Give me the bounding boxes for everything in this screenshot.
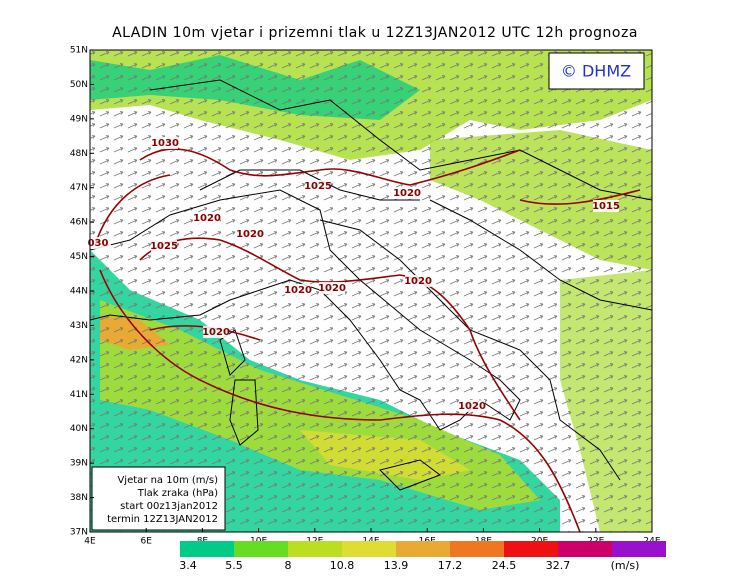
colorbar-label: 8: [285, 559, 292, 572]
colorbar-label: 3.4: [179, 559, 197, 572]
y-tick-label: 41N: [70, 390, 88, 400]
isobar-label: 1020: [393, 188, 421, 199]
colorbar-label: 32.7: [546, 559, 571, 572]
isobar-label-bg: [194, 212, 220, 224]
colorbar-label: 13.9: [384, 559, 409, 572]
isobar-label-bg: [237, 228, 263, 240]
y-tick-label: 37N: [70, 528, 88, 538]
legend-line: start 00z13jan2012: [120, 501, 218, 512]
colorbar-label: 24.5: [492, 559, 517, 572]
isobar-label-bg: [305, 180, 331, 192]
isobar-label: 1025: [150, 241, 178, 252]
isobar-label-bg: [285, 284, 311, 296]
isobar-label: 1025: [304, 181, 332, 192]
colorbar-segment: [342, 541, 396, 557]
colorbar-segment: [450, 541, 504, 557]
colorbar-label: 5.5: [225, 559, 243, 572]
isobar-label: 1020: [404, 276, 432, 287]
colorbar-segment: [396, 541, 450, 557]
y-tick-label: 50N: [70, 80, 88, 90]
isobar-label: 1020: [202, 327, 230, 338]
colorbar-segment: [504, 541, 558, 557]
isobar-label-bg: [151, 240, 177, 252]
isobar-label-bg: [459, 400, 485, 412]
copyright: © DHMZ: [561, 62, 631, 81]
y-tick-label: 48N: [70, 149, 88, 159]
copyright-box: [548, 52, 645, 90]
isobar-label: 1020: [236, 229, 264, 240]
isobar-label-bg: [593, 200, 619, 212]
y-tick-label: 46N: [70, 218, 88, 228]
isobar-label-bg: [319, 282, 345, 294]
isobar-label-bg: [203, 326, 229, 338]
y-tick-label: 38N: [70, 493, 88, 503]
y-tick-label: 43N: [70, 321, 88, 331]
isobar-label: 1020: [284, 285, 312, 296]
colorbar-segment: [234, 541, 288, 557]
colorbar-segment: [180, 541, 234, 557]
x-tick-label: 6E: [140, 537, 152, 547]
colorbar-top: [612, 541, 666, 557]
legend-line: Tlak zraka (hPa): [137, 488, 218, 499]
isobar-label: 1030: [151, 138, 179, 149]
map-title: ALADIN 10m vjetar i prizemni tlak u 12Z1…: [112, 25, 638, 41]
y-tick-label: 45N: [70, 252, 88, 262]
y-tick-label: 49N: [70, 114, 88, 124]
isobar-label: 1020: [458, 401, 486, 412]
x-tick-label: 4E: [84, 537, 96, 547]
legend-line: Vjetar na 10m (m/s): [117, 475, 218, 486]
colorbar-label: 10.8: [330, 559, 355, 572]
y-tick-label: 47N: [70, 183, 88, 193]
isobar-label-bg: [152, 137, 178, 149]
y-tick-label: 51N: [70, 46, 88, 56]
isobar-label: 1015: [592, 201, 620, 212]
isobar-label-bg: [394, 187, 420, 199]
isobar-label-bg: [85, 237, 111, 249]
y-tick-label: 44N: [70, 287, 88, 297]
y-tick-label: 42N: [70, 355, 88, 365]
isobar-label: 1020: [318, 283, 346, 294]
map-area: [89, 50, 653, 533]
colorbar-segment: [558, 541, 612, 557]
colorbar-unit: (m/s): [611, 559, 640, 572]
y-tick-label: 39N: [70, 459, 88, 469]
y-tick-label: 40N: [70, 424, 88, 434]
legend-line: termin 12Z13JAN2012: [107, 514, 218, 525]
isobar-label: 1020: [193, 213, 221, 224]
isobar-label-bg: [405, 275, 431, 287]
isobar-label: 030: [88, 238, 109, 249]
colorbar-label: 17.2: [438, 559, 463, 572]
legend-box: [91, 466, 226, 531]
colorbar-segment: [288, 541, 342, 557]
